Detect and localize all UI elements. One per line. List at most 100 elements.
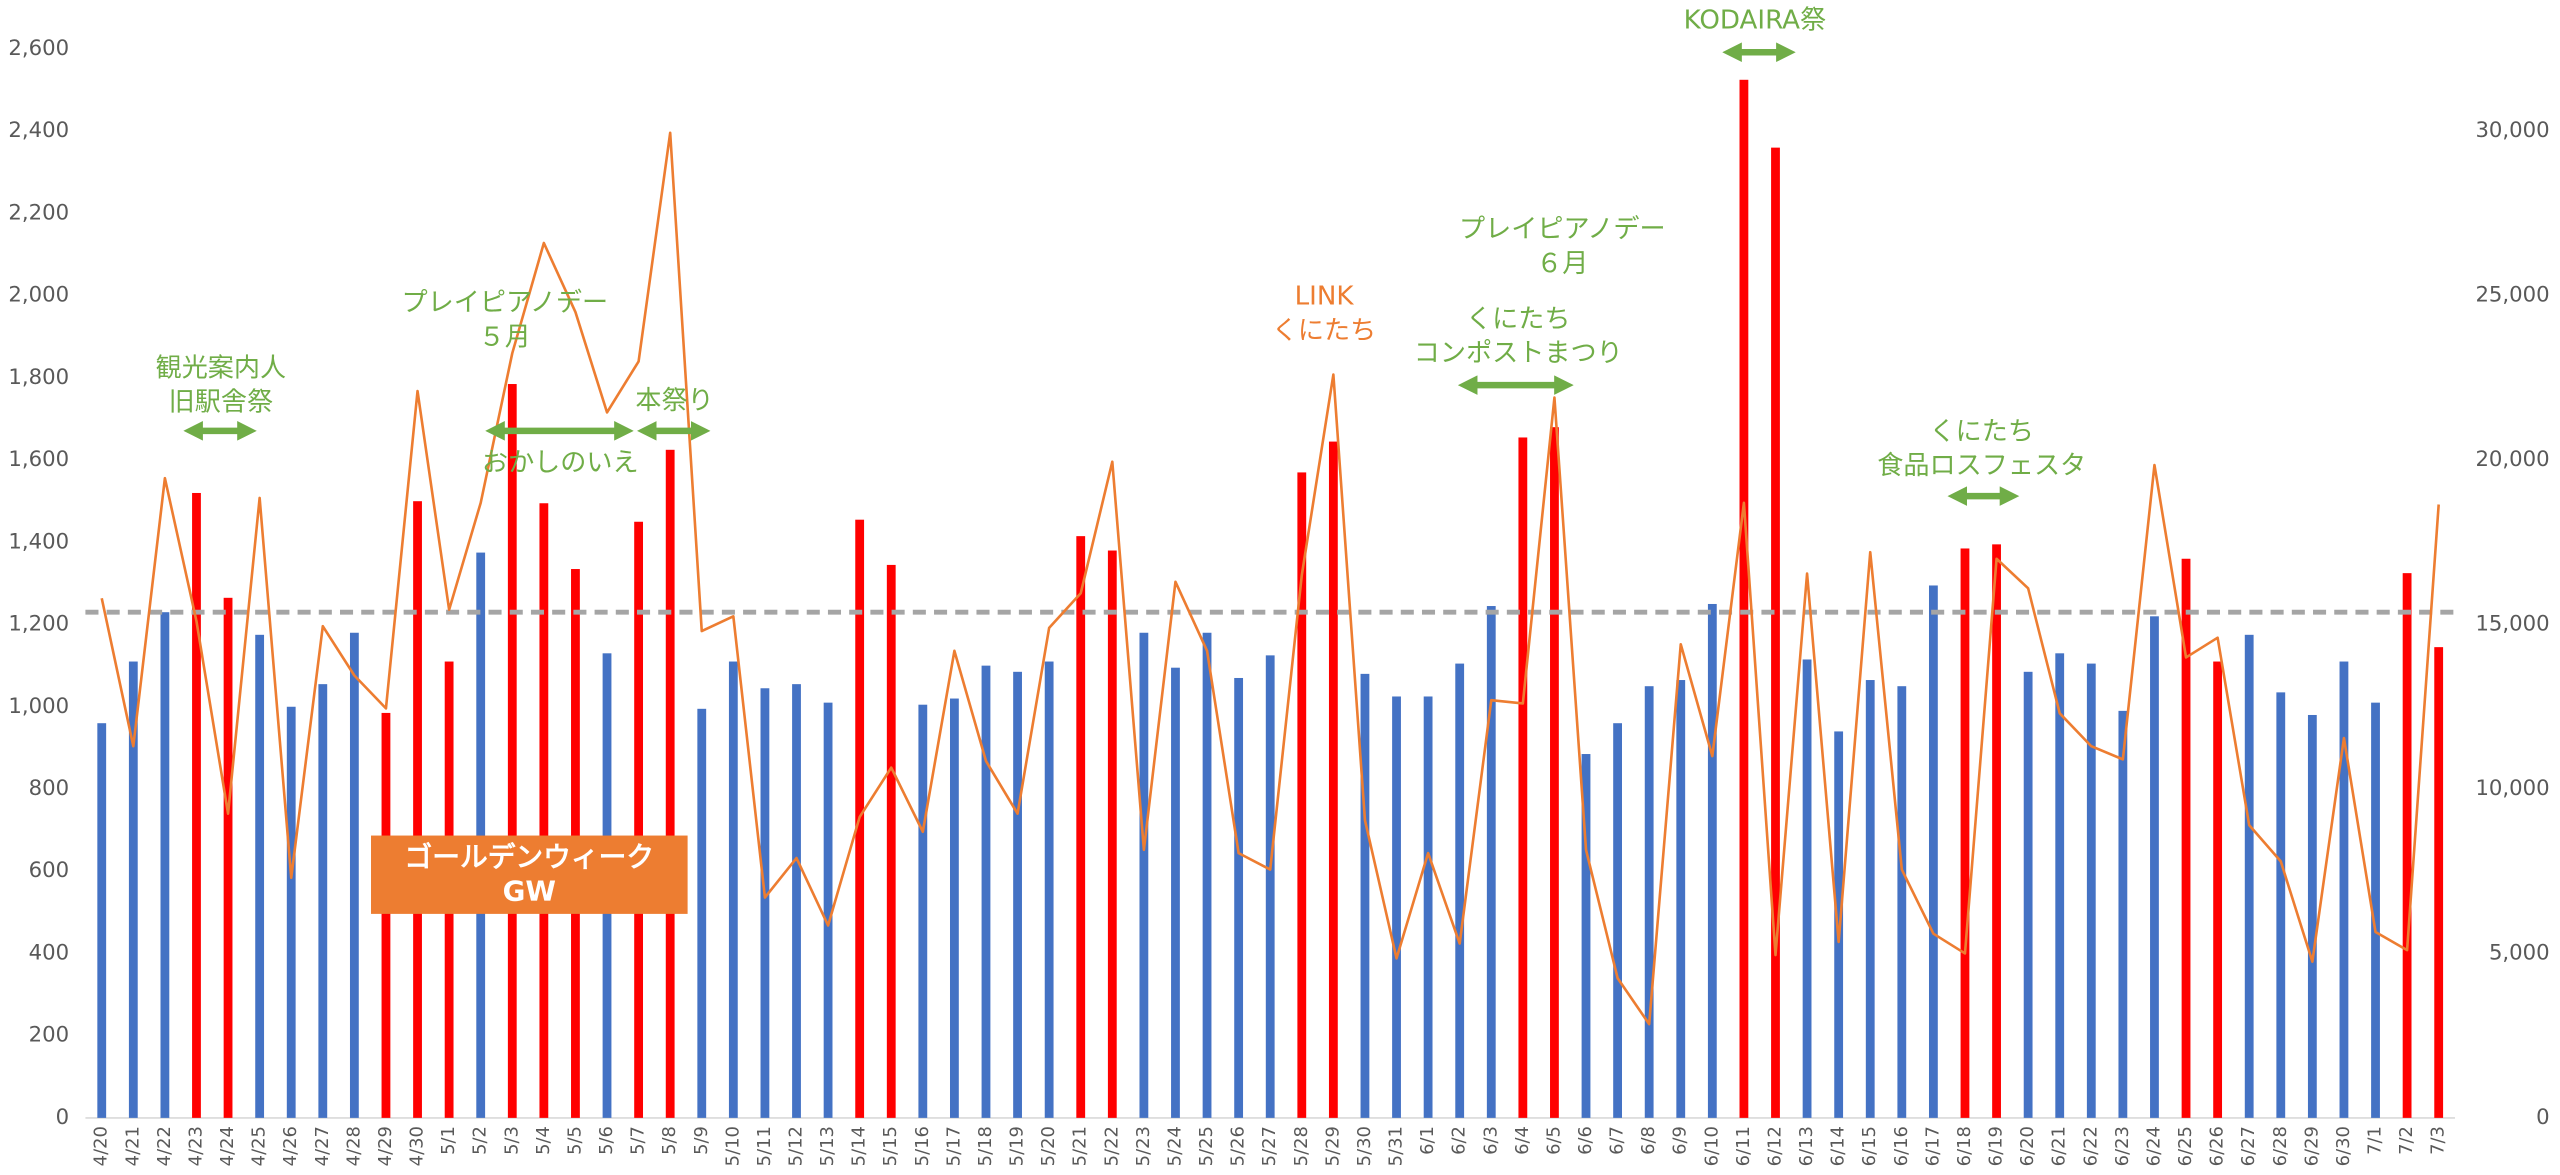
y-tick-label: 2,200: [8, 200, 69, 225]
y2-tick-label: 10,000: [2475, 776, 2549, 801]
bar: [349, 632, 359, 1118]
bar: [1644, 686, 1654, 1118]
x-tick-label: 5/5: [564, 1126, 585, 1155]
bar: [413, 501, 422, 1118]
bar: [823, 702, 833, 1118]
x-tick-label: 4/21: [122, 1126, 143, 1166]
bar: [1297, 472, 1307, 1118]
x-tick-label: 5/2: [470, 1126, 491, 1155]
x-tick-label: 6/3: [1480, 1126, 1501, 1155]
bar: [2055, 653, 2065, 1118]
x-tick-label: 5/1: [438, 1126, 459, 1155]
y-tick-label: 1,600: [8, 447, 69, 472]
callout-box: [371, 835, 688, 914]
bar: [1392, 696, 1401, 1118]
x-tick-label: 6/8: [1638, 1126, 1659, 1155]
bar: [1771, 147, 1780, 1118]
x-tick-label: 6/27: [2238, 1126, 2259, 1166]
x-tick-label: 4/20: [91, 1126, 112, 1166]
x-tick-label: 6/24: [2143, 1126, 2164, 1166]
bar: [255, 634, 265, 1118]
x-tick-label: 5/6: [596, 1126, 617, 1155]
bar: [728, 661, 738, 1118]
bar: [223, 597, 233, 1118]
x-tick-label: 6/28: [2270, 1126, 2291, 1166]
bar: [2307, 714, 2317, 1118]
bar: [507, 384, 517, 1118]
bar: [160, 612, 170, 1118]
bar: [1360, 673, 1370, 1118]
annotation: おかしのいえ: [482, 448, 639, 478]
bar: [2244, 634, 2254, 1118]
bar: [1328, 441, 1338, 1118]
x-tick-label: 4/25: [249, 1126, 270, 1166]
x-tick-label: 5/14: [849, 1126, 870, 1166]
x-tick-label: 5/11: [754, 1126, 775, 1166]
x-tick-label: 5/28: [1291, 1126, 1312, 1166]
annotation: コンポストまつり: [1414, 339, 1623, 369]
x-tick-label: 6/14: [1828, 1126, 1849, 1166]
x-tick-label: 6/16: [1891, 1126, 1912, 1166]
bar: [1865, 680, 1875, 1118]
x-tick-label: 6/5: [1543, 1126, 1564, 1155]
x-tick-label: 5/22: [1101, 1126, 1122, 1166]
x-tick-label: 6/12: [1764, 1126, 1785, 1166]
line-series: [100, 131, 2440, 1026]
y2-tick-label: 5,000: [2489, 940, 2550, 965]
x-tick-label: 5/13: [817, 1126, 838, 1166]
y-tick-label: 0: [56, 1105, 70, 1130]
y-tick-label: 2,000: [8, 283, 69, 308]
annotation: プレイピアノデー: [402, 288, 609, 318]
x-tick-label: 6/6: [1575, 1126, 1596, 1155]
bar: [1076, 536, 1086, 1118]
x-tick-label: 6/1: [1417, 1126, 1438, 1155]
bar: [1802, 659, 1812, 1118]
bar: [2118, 710, 2128, 1118]
bar: [981, 665, 991, 1118]
annotation: ５月: [479, 322, 531, 352]
y-tick-label: 600: [29, 858, 69, 883]
bar: [286, 706, 296, 1118]
bar: [1265, 655, 1275, 1118]
y-tick-label: 1,000: [8, 694, 69, 719]
annotation: 食品ロスフェスタ: [1877, 451, 2086, 481]
x-tick-label: 6/25: [2175, 1126, 2196, 1166]
bar: [1581, 754, 1591, 1118]
x-tick-label: 6/7: [1607, 1126, 1628, 1155]
annotation: 旧駅舎祭: [169, 388, 273, 418]
x-tick-label: 6/9: [1670, 1126, 1691, 1155]
x-tick-label: 6/11: [1733, 1126, 1754, 1166]
bar: [2339, 661, 2349, 1118]
bar: [665, 449, 675, 1118]
annotation: LINK: [1295, 282, 1355, 312]
x-tick-label: 4/23: [185, 1126, 206, 1166]
x-tick-label: 4/27: [312, 1126, 333, 1166]
x-tick-label: 5/3: [501, 1126, 522, 1155]
y-tick-label: 1,800: [8, 365, 69, 390]
x-tick-label: 5/4: [533, 1126, 554, 1155]
x-tick-label: 5/17: [943, 1126, 964, 1166]
x-tick-label: 5/26: [1228, 1126, 1249, 1166]
x-tick-label: 6/4: [1512, 1126, 1533, 1155]
bar: [539, 503, 549, 1118]
bar: [1518, 437, 1528, 1118]
annotation: 観光案内人: [156, 353, 287, 383]
bar: [1013, 671, 1022, 1118]
y2-tick-label: 20,000: [2475, 447, 2549, 472]
bar: [1676, 680, 1686, 1118]
bar: [634, 521, 644, 1118]
y-tick-label: 400: [29, 940, 69, 965]
bar: [2023, 671, 2033, 1118]
x-tick-label: 6/30: [2333, 1126, 2354, 1166]
y-tick-label: 200: [29, 1023, 69, 1048]
bar: [2181, 558, 2191, 1118]
y-tick-label: 2,600: [8, 36, 69, 61]
bar: [1107, 550, 1117, 1118]
x-tick-label: 6/20: [2017, 1126, 2038, 1166]
x-tick-label: 5/24: [1164, 1126, 1185, 1166]
bar: [918, 704, 928, 1118]
x-tick-label: 5/9: [691, 1126, 712, 1155]
x-tick-label: 5/16: [912, 1126, 933, 1166]
